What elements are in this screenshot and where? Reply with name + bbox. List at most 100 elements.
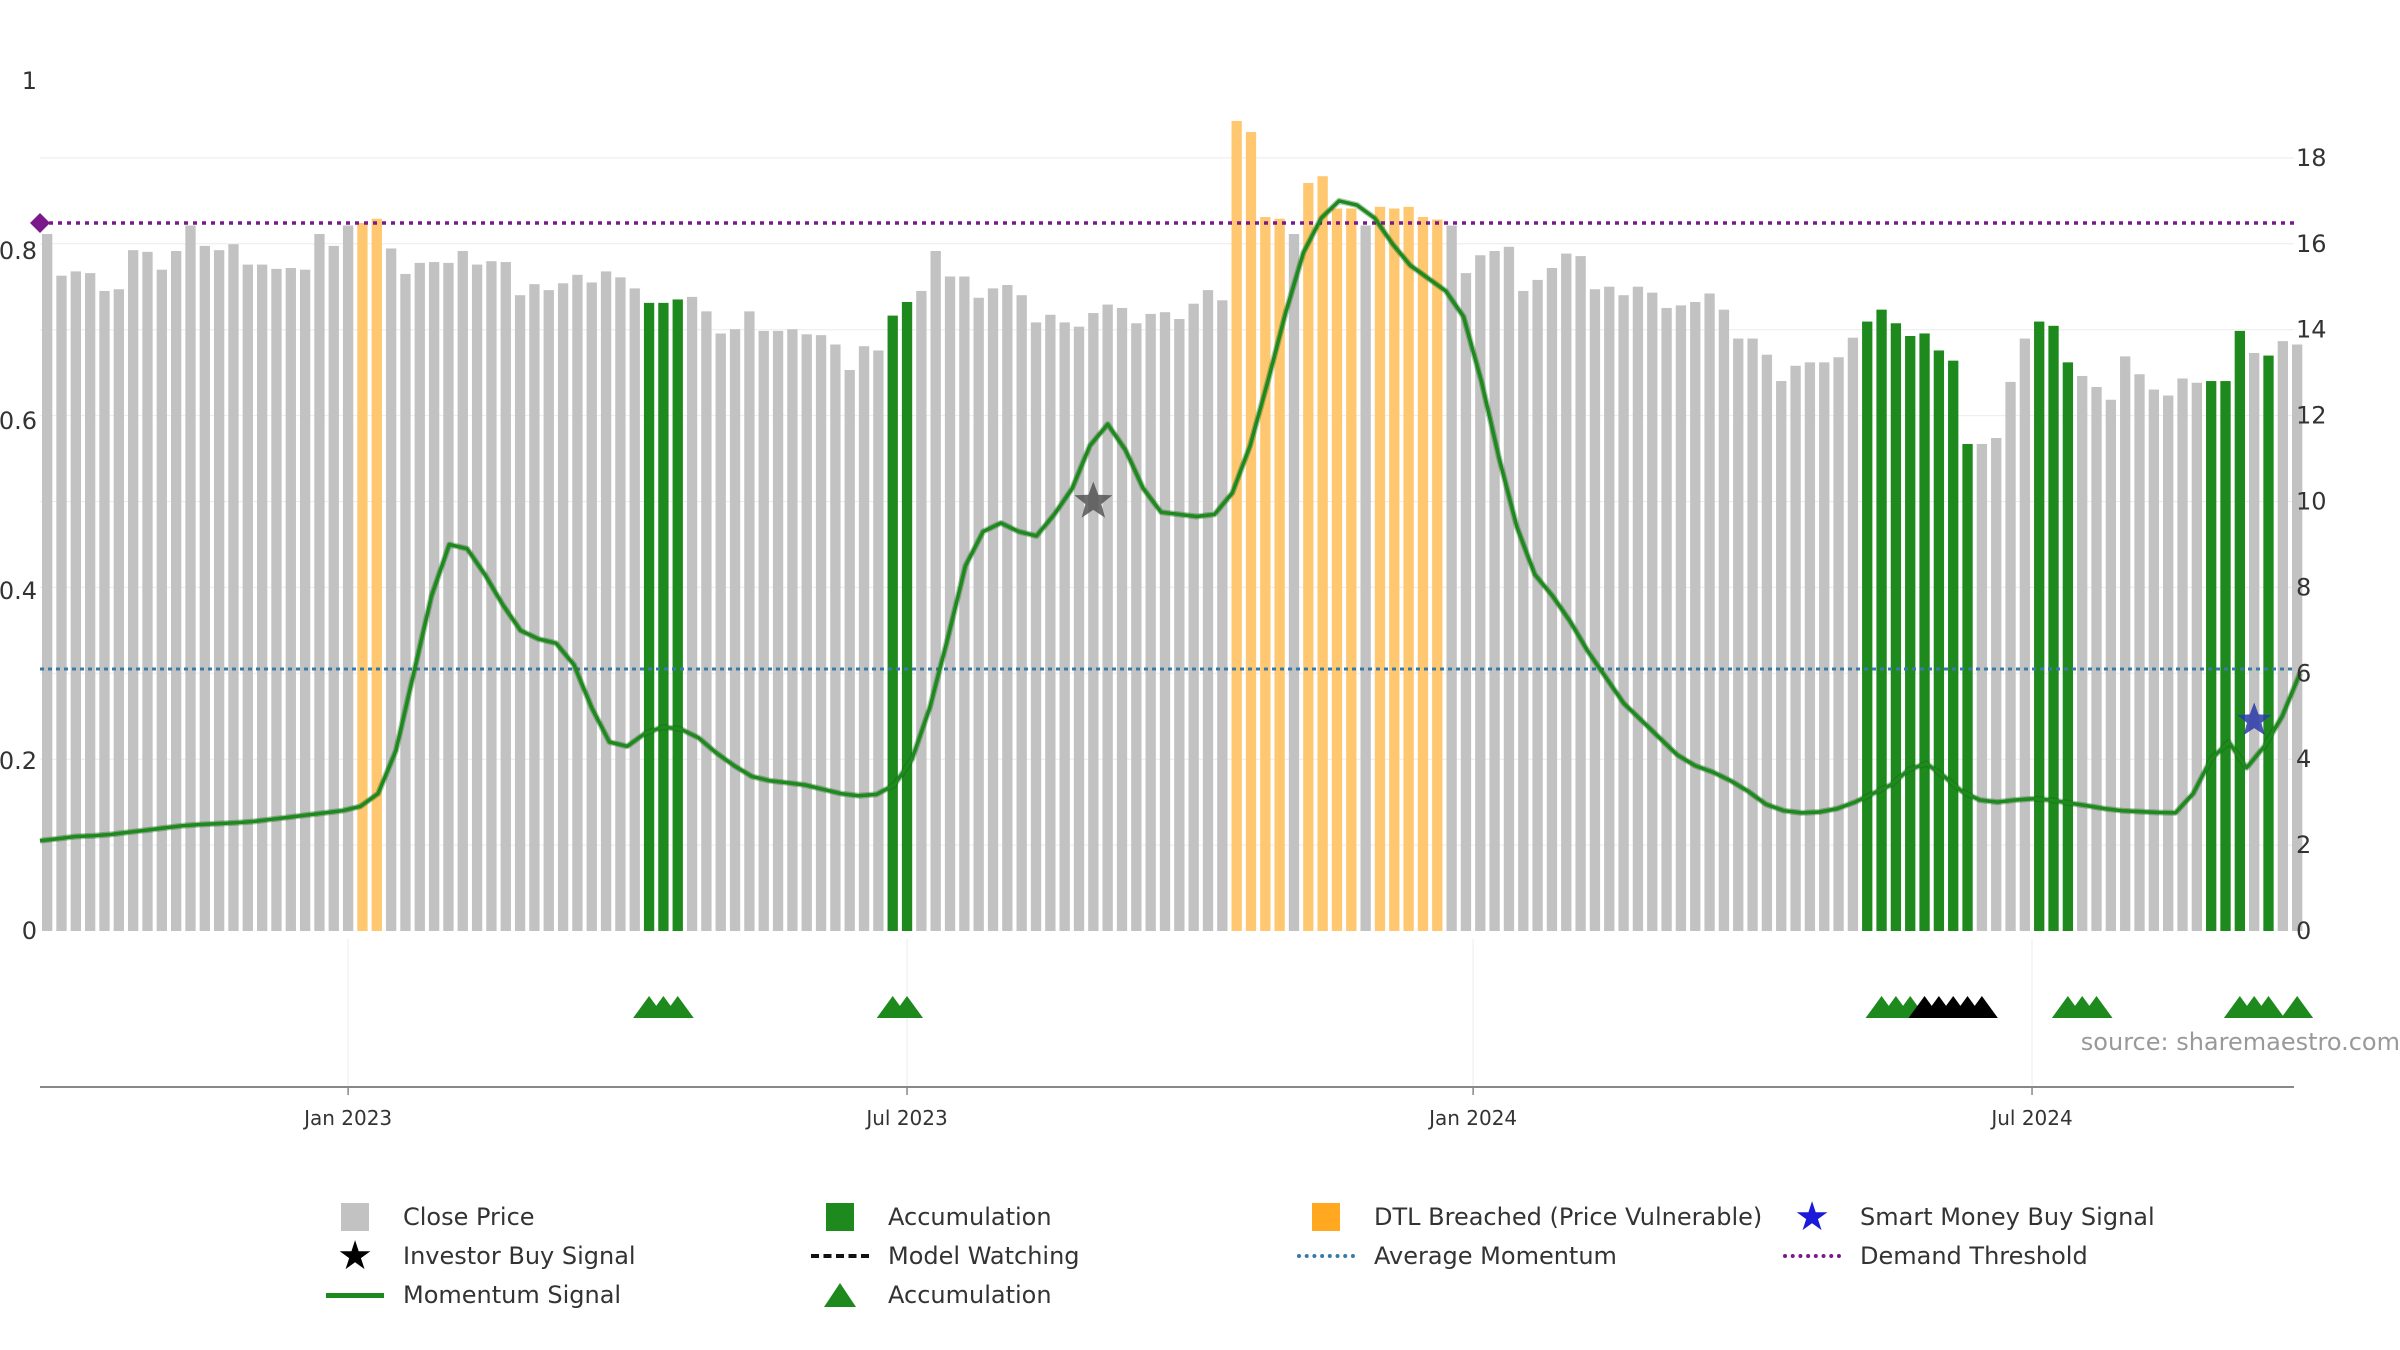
bar-close — [2148, 389, 2160, 931]
bar-accumulation — [2034, 321, 2045, 931]
accumulation-triangle — [2252, 996, 2285, 1018]
bar-close — [443, 262, 454, 931]
marker-layer — [633, 481, 2314, 1018]
bar-close — [428, 262, 440, 931]
bar-close — [987, 288, 999, 931]
legend-average-momentum-swatch — [1296, 1238, 1356, 1274]
bar-dtl — [1389, 208, 1400, 931]
bar-accumulation — [901, 302, 913, 931]
x-tick-label: Jan 2023 — [302, 1106, 392, 1130]
bar-close — [1819, 362, 1830, 932]
bar-close — [844, 370, 855, 931]
triangle-icon — [810, 1277, 870, 1313]
bar-close — [1675, 305, 1687, 931]
bar-close — [2163, 395, 2174, 931]
bar-close — [1747, 338, 1758, 931]
legend-model-watching-label: Model Watching — [888, 1242, 1080, 1270]
model-watching-triangle — [1965, 996, 1998, 1018]
bar-close — [1847, 337, 1859, 931]
bar-close — [285, 268, 296, 931]
left-tick-label: 0.8 — [0, 237, 37, 265]
bar-close — [299, 269, 311, 931]
bar-close — [1446, 225, 1457, 931]
legend-model-watching-swatch — [810, 1238, 870, 1274]
bar-close — [1002, 285, 1013, 931]
bar-close — [787, 329, 798, 931]
bar-close — [572, 274, 583, 931]
bar-close — [1088, 313, 1099, 931]
star-icon: ★ — [1794, 1194, 1830, 1240]
bar-close — [342, 225, 354, 931]
bar-dtl — [1346, 208, 1357, 931]
bar-close — [944, 276, 956, 931]
bar-close — [1804, 362, 1816, 932]
bar-close — [514, 295, 526, 931]
bar-dtl — [1331, 208, 1343, 931]
bar-close — [815, 335, 827, 931]
bar-close — [973, 297, 984, 931]
bar-accumulation — [1919, 333, 1930, 931]
bar-close — [2292, 344, 2303, 931]
bar-close — [1575, 256, 1586, 932]
bar-close — [457, 251, 468, 931]
left-tick-label: 0.4 — [0, 577, 37, 605]
bar-close — [56, 275, 67, 931]
bar-close — [328, 245, 339, 931]
bar-accumulation — [2062, 362, 2074, 932]
bar-accumulation — [1948, 360, 1959, 931]
bar-close — [873, 350, 884, 931]
bar-dtl — [1274, 218, 1285, 931]
legend-dtl-swatch — [1296, 1199, 1356, 1235]
bar-accumulation — [672, 299, 683, 931]
bar-close — [1761, 354, 1773, 931]
bar-accumulation — [1890, 323, 1902, 931]
bar-close — [758, 330, 769, 931]
bar-close — [42, 234, 53, 931]
bar-close — [1733, 338, 1744, 931]
bar-close — [1776, 381, 1787, 931]
bar-accumulation — [1962, 443, 1973, 931]
x-tick-label: Jan 2024 — [1427, 1106, 1517, 1130]
right-tick-label: 0 — [2296, 917, 2311, 945]
bar-close — [486, 261, 497, 931]
bar-close — [170, 251, 182, 931]
bar-accumulation — [1905, 336, 1916, 931]
bar-close — [1145, 313, 1156, 931]
investor-buy-star — [1074, 481, 1113, 518]
legend-smart-money: ★ Smart Money Buy Signal — [1782, 1194, 2155, 1240]
bar-close — [1460, 273, 1472, 932]
bar-accumulation — [2263, 355, 2274, 931]
bar-close — [729, 329, 741, 931]
bar-accumulation — [643, 302, 655, 932]
bar-close — [959, 276, 970, 931]
bar-close — [2091, 387, 2102, 931]
bar-close — [1503, 246, 1515, 931]
legend: Close Price Accumulation DTL Breached (P… — [0, 1195, 2400, 1345]
right-tick-label: 10 — [2296, 488, 2327, 516]
bar-dtl — [1317, 176, 1328, 931]
bar-dtl — [1417, 217, 1429, 931]
bar-close — [2019, 338, 2031, 931]
legend-dtl-breached: DTL Breached (Price Vulnerable) — [1296, 1199, 1762, 1235]
legend-demand-threshold-swatch — [1782, 1238, 1842, 1274]
bar-close — [686, 296, 698, 931]
bar-close — [1632, 286, 1644, 931]
right-tick-label: 4 — [2296, 745, 2311, 773]
bar-close — [701, 311, 712, 932]
bar-close — [1589, 289, 1601, 931]
left-tick-label: 0 — [22, 917, 37, 945]
bar-close — [930, 251, 941, 931]
bar-close — [1604, 286, 1615, 931]
legend-close-price-swatch — [325, 1199, 385, 1235]
bar-dtl — [1374, 206, 1386, 932]
bar-close — [1690, 302, 1701, 931]
left-tick-label: 1 — [22, 67, 37, 95]
bar-close — [185, 225, 196, 931]
bar-close — [228, 244, 239, 931]
bar-close — [586, 282, 597, 931]
x-tick-label: Jul 2023 — [864, 1106, 947, 1130]
right-tick-label: 18 — [2296, 144, 2327, 172]
bar-close — [1833, 357, 1844, 931]
bar-close — [916, 290, 927, 931]
